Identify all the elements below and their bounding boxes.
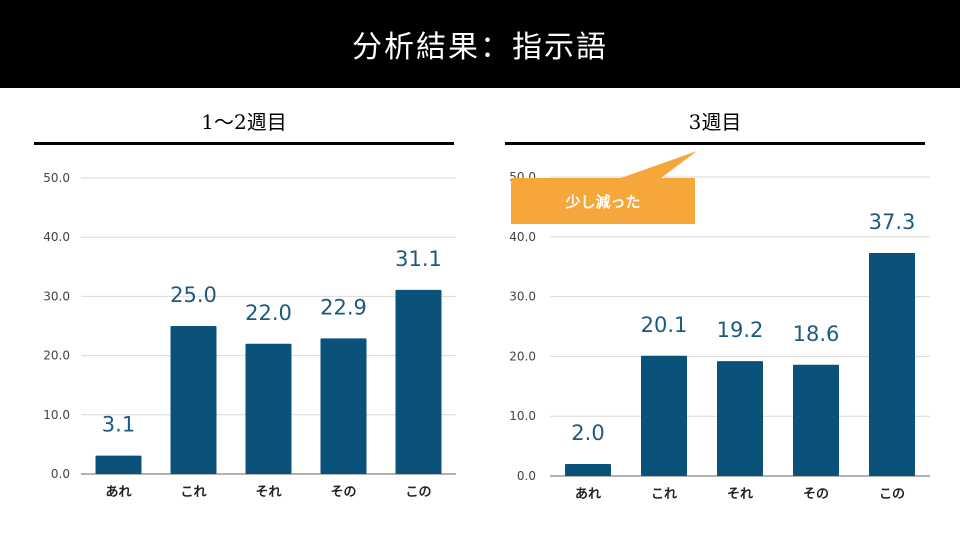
bar bbox=[245, 343, 292, 474]
chart-title: 3週目 bbox=[688, 110, 742, 134]
title-underline bbox=[34, 142, 454, 145]
data-label: 37.3 bbox=[869, 210, 916, 234]
bar bbox=[320, 338, 367, 474]
y-tick-label: 30.0 bbox=[43, 289, 70, 303]
x-tick-label: それ bbox=[255, 485, 281, 500]
y-tick-label: 0.0 bbox=[51, 467, 70, 481]
bar bbox=[170, 326, 217, 474]
x-tick-label: あれ bbox=[105, 485, 131, 500]
y-tick-label: 0.0 bbox=[517, 469, 536, 483]
x-tick-label: この bbox=[405, 485, 431, 500]
bar-chart: 0.0 10.0 20.0 30.0 40.0 50.0 3.1 あれ 25.0 これ 22.0 それ… bbox=[43, 171, 456, 500]
page-title-banner: 分析結果：指示語 bbox=[0, 0, 960, 88]
title-underline bbox=[505, 142, 925, 145]
bar bbox=[717, 361, 763, 476]
data-label: 2.0 bbox=[571, 421, 604, 445]
data-label: 3.1 bbox=[102, 413, 135, 437]
data-label: 31.1 bbox=[395, 247, 442, 271]
data-label: 22.9 bbox=[320, 295, 367, 319]
bar bbox=[869, 252, 915, 476]
page-title: 分析結果：指示語 bbox=[352, 30, 608, 65]
y-tick-label: 20.0 bbox=[43, 349, 70, 363]
bar bbox=[793, 364, 839, 476]
y-tick-label: 30.0 bbox=[509, 290, 536, 304]
bar bbox=[565, 464, 611, 476]
bar-chart: 0.010.020.030.040.050.02.0あれ20.1これ19.2それ… bbox=[509, 170, 930, 502]
bar bbox=[395, 289, 442, 474]
data-label: 18.6 bbox=[793, 322, 840, 346]
data-label: 25.0 bbox=[170, 283, 217, 307]
x-tick-label: これ bbox=[180, 485, 206, 500]
callout-annotation: 少し減った bbox=[511, 151, 697, 224]
y-tick-label: 20.0 bbox=[509, 349, 536, 363]
bar bbox=[95, 455, 142, 474]
data-label: 20.1 bbox=[641, 313, 688, 337]
x-tick-label: これ bbox=[651, 487, 677, 502]
y-tick-label: 10.0 bbox=[43, 408, 70, 422]
chart-panel-week1-2: 1～2週目 0.0 10.0 20.0 30.0 40.0 50.0 3.1 あれ 25.0 これ… bbox=[34, 100, 456, 520]
data-label: 19.2 bbox=[717, 318, 764, 342]
bar bbox=[641, 355, 687, 476]
x-tick-label: その bbox=[330, 485, 356, 500]
x-tick-label: この bbox=[879, 487, 905, 502]
x-tick-label: あれ bbox=[575, 487, 601, 502]
y-tick-label: 40.0 bbox=[43, 230, 70, 244]
callout-text: 少し減った bbox=[565, 192, 641, 211]
data-label: 22.0 bbox=[245, 301, 292, 325]
y-tick-label: 10.0 bbox=[509, 409, 536, 423]
chart-panel-week3: 3週目 0.0 10.0 20.0 30.0 40.0 50.0 2.0 あれ 20.1 これ 19… bbox=[505, 100, 930, 520]
chart-title: 1～2週目 bbox=[201, 110, 287, 134]
x-tick-label: それ bbox=[727, 487, 753, 502]
y-tick-label: 50.0 bbox=[43, 171, 70, 185]
y-tick-label: 40.0 bbox=[509, 230, 536, 244]
callout-shape bbox=[511, 151, 697, 224]
x-tick-label: その bbox=[803, 487, 829, 502]
